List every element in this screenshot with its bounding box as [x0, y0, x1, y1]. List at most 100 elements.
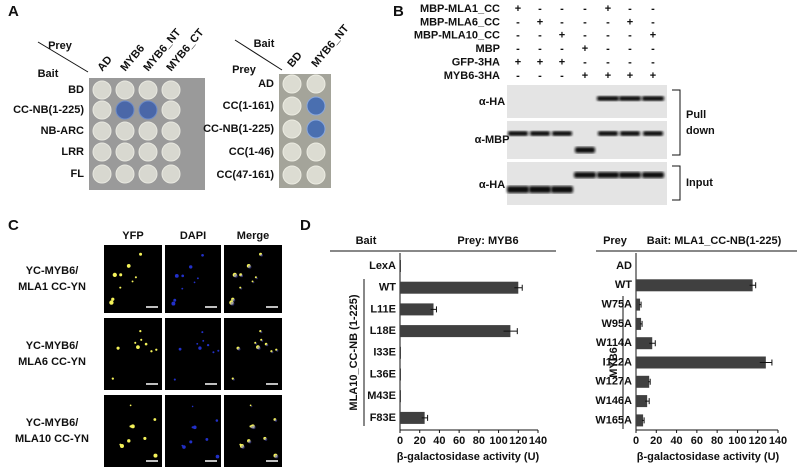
dapi-spot — [201, 253, 204, 257]
dapi-spot — [215, 454, 220, 459]
yeast-colony — [306, 165, 326, 185]
dapi-spot — [276, 349, 279, 352]
blot-label: α-HA — [479, 96, 505, 108]
category-label: M43E — [367, 390, 396, 402]
category-label: I33E — [373, 347, 396, 359]
treatment-label: MYB6-3HA — [444, 70, 500, 82]
row-label: BD — [68, 84, 84, 96]
treatment-label: MBP-MLA1_CC — [420, 3, 500, 15]
x-tick-label: 120 — [509, 435, 527, 447]
treatment-sign: + — [537, 57, 543, 69]
category-label: W114A — [596, 337, 632, 349]
yeast-colony-blue — [138, 100, 158, 120]
pull-down-label: down — [686, 125, 715, 137]
category-label: WT — [379, 282, 396, 294]
yeast-colony — [306, 74, 326, 94]
dapi-spot — [205, 437, 209, 441]
treatment-sign: - — [560, 70, 564, 82]
x-tick-label: 100 — [489, 435, 507, 447]
bar — [636, 414, 644, 427]
treatment-label: MBP-MLA6_CC — [420, 16, 500, 28]
category-label: W146A — [595, 395, 632, 407]
treatment-sign: - — [606, 16, 610, 28]
yeast-colony — [161, 100, 181, 120]
yfp-spot — [131, 280, 134, 283]
category-label: LexA — [369, 260, 396, 272]
x-tick-label: 60 — [691, 435, 703, 447]
header-divider — [37, 41, 89, 73]
blot-band — [642, 96, 664, 101]
bar — [400, 260, 401, 272]
category-label: W75A — [601, 299, 632, 311]
category-label: WT — [615, 279, 632, 291]
yeast-colony — [138, 164, 158, 184]
pull-down-label: Pull — [686, 109, 706, 121]
yeast-colony — [282, 74, 302, 94]
dapi-spot — [201, 331, 204, 334]
dapi-spot — [202, 339, 205, 342]
bar — [636, 317, 642, 330]
treatment-sign: - — [538, 30, 542, 42]
yeast-colony — [92, 80, 112, 100]
dapi-spot — [206, 343, 210, 347]
column-header: DAPI — [180, 230, 206, 242]
panel-label: B — [393, 3, 404, 20]
treatment-sign: - — [538, 3, 542, 15]
bracket — [672, 165, 681, 201]
yfp-spot — [134, 341, 137, 344]
yfp-spot — [119, 286, 122, 289]
yeast-colony — [92, 100, 112, 120]
treatment-sign: - — [516, 30, 520, 42]
dapi-spot — [191, 405, 194, 408]
treatment-sign: + — [515, 57, 521, 69]
yfp-spot — [111, 377, 114, 380]
x-axis-label: β-galactosidase activity (U) — [637, 451, 780, 463]
row-label: CC(47-161) — [217, 169, 275, 181]
panel-label: D — [300, 217, 311, 234]
error-bar — [649, 340, 656, 347]
x-tick-label: 140 — [769, 435, 787, 447]
yfp-spot — [109, 300, 114, 305]
yfp-spot — [119, 443, 124, 449]
dapi-spot — [171, 301, 176, 306]
x-tick-label: 80 — [711, 435, 723, 447]
row-label: YC-MYB6/ — [26, 340, 79, 352]
yeast-colony — [115, 164, 135, 184]
treatment-sign: - — [583, 57, 587, 69]
row-label: FL — [71, 168, 85, 180]
treatment-sign: - — [651, 43, 655, 55]
dapi-spot — [255, 277, 258, 280]
dapi-spot — [232, 298, 236, 302]
blot-band — [575, 147, 595, 153]
column-header: Prey — [603, 235, 628, 247]
dapi-spot — [193, 281, 196, 284]
yeast-colony-blue — [115, 100, 135, 120]
yeast-colony — [92, 121, 112, 141]
treatment-sign: - — [651, 57, 655, 69]
dapi-spot — [173, 378, 176, 381]
dapi-spot — [265, 343, 269, 347]
treatment-sign: - — [628, 43, 632, 55]
bait-header: Bait — [38, 68, 59, 80]
yfp-spot — [140, 338, 143, 341]
dapi-spot — [217, 349, 220, 352]
dapi-spot — [248, 265, 252, 269]
group-label: MLA10_CC-NB (1-225) — [348, 294, 360, 410]
yfp-spot — [143, 436, 147, 440]
column-header: Bait — [356, 235, 377, 247]
yeast-colony — [161, 142, 181, 162]
dapi-spot — [260, 331, 263, 334]
category-label: AD — [616, 260, 632, 272]
blot-band — [597, 172, 619, 178]
x-axis-label: β-galactosidase activity (U) — [397, 451, 540, 463]
yfp-spot — [139, 330, 142, 333]
dapi-spot — [248, 440, 252, 444]
blot-band — [643, 131, 663, 136]
treatment-sign: + — [650, 70, 656, 82]
yfp-spot — [129, 425, 132, 428]
treatment-sign: - — [538, 43, 542, 55]
yfp-spot — [111, 297, 115, 301]
treatment-sign: - — [606, 30, 610, 42]
dapi-spot — [252, 425, 256, 430]
